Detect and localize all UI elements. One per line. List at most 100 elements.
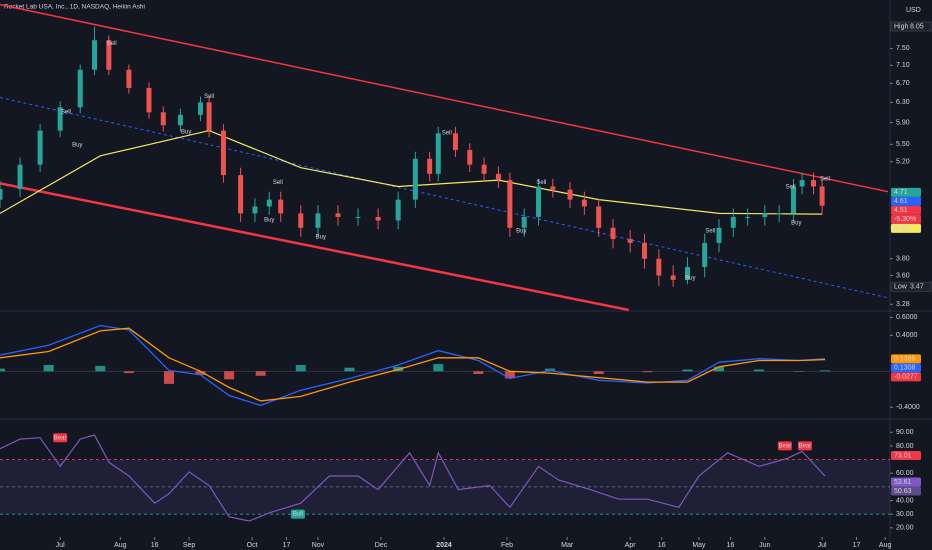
histogram-bar <box>95 365 106 372</box>
candle-body <box>467 150 473 165</box>
signal-label: Sell <box>61 109 71 115</box>
signal-label: Buy <box>516 228 526 234</box>
x-tick-label: Jun <box>759 542 770 549</box>
candle-body <box>17 164 23 190</box>
price-tag-label: 0.1385 <box>894 356 916 363</box>
signal-label: Sell <box>204 94 214 100</box>
signal-label: Buy <box>264 217 274 223</box>
y-tick-label: 40.00 <box>896 497 914 504</box>
candle-body <box>811 180 817 187</box>
x-tick-label: 16 <box>151 542 159 549</box>
histogram-bar <box>473 371 484 374</box>
y-tick-label: 7.10 <box>896 62 910 69</box>
signal-label: Bull <box>293 512 303 518</box>
y-tick-label: 0.6000 <box>896 314 918 321</box>
candle-body <box>581 199 587 207</box>
x-tick-label: Aug <box>879 542 892 549</box>
extreme-value: 8.05 <box>910 23 924 30</box>
x-tick-label: Sep <box>183 542 196 549</box>
histogram-bar <box>255 371 266 376</box>
rsi-line <box>0 434 826 522</box>
x-tick-label: 17 <box>283 542 291 549</box>
signal-label: Sell <box>442 130 452 136</box>
signal-label: Sell <box>273 180 283 186</box>
signal-label: Buy <box>685 276 695 282</box>
signal-badge <box>290 509 305 519</box>
trendline <box>0 182 630 312</box>
price-tag <box>891 205 921 215</box>
candle-body <box>435 133 441 174</box>
y-tick-label: 60.00 <box>896 470 914 477</box>
y-tick-label: 90.00 <box>896 429 914 436</box>
price-tag <box>891 214 921 224</box>
histogram-bar <box>0 368 5 372</box>
candle-body <box>298 213 304 228</box>
signal-label: Sell <box>536 180 546 186</box>
price-tag <box>891 187 921 197</box>
x-tick-label: May <box>692 542 706 549</box>
extreme-label: High <box>894 23 909 30</box>
candle-body <box>536 186 542 217</box>
signal-label: Sell <box>820 176 830 182</box>
candle-body <box>567 189 573 200</box>
price-tag-label: -5.30% <box>894 216 916 223</box>
moving-average <box>0 129 823 215</box>
candle-body <box>642 242 648 259</box>
candle-body <box>57 107 63 131</box>
price-tag-label: -0.0277 <box>894 374 918 381</box>
x-tick-label: 16 <box>658 542 666 549</box>
y-tick-label: 5.20 <box>896 159 910 166</box>
candle-body <box>819 186 825 206</box>
signal-badge <box>797 441 812 451</box>
candle-body <box>521 216 527 228</box>
candle-body <box>315 213 321 228</box>
price-tag-label: 4.39 <box>894 225 908 232</box>
signal-label: Buy <box>791 220 801 226</box>
x-tick-label: Feb <box>501 542 513 549</box>
x-tick-label: 16 <box>727 542 735 549</box>
candle-body <box>610 227 616 240</box>
candle-body <box>627 239 633 243</box>
candle-body <box>126 69 132 88</box>
candle-body <box>702 242 708 268</box>
x-tick-label: Aug <box>114 542 127 549</box>
price-tag <box>891 223 921 233</box>
y-tick-label: 7.50 <box>896 45 910 52</box>
histogram-bar <box>344 367 355 372</box>
candle-body <box>0 189 3 200</box>
y-tick-label: 0.4000 <box>896 332 918 339</box>
candle-body <box>507 180 513 228</box>
signal-label: Bear <box>799 444 812 450</box>
histogram-bar <box>642 371 653 373</box>
price-tag <box>891 363 921 373</box>
price-tag <box>891 450 921 460</box>
signal-label: Bear <box>54 435 67 441</box>
candle-body <box>799 180 805 187</box>
y-tick-label: 3.80 <box>896 256 910 263</box>
histogram-bar <box>164 371 175 384</box>
candle-body <box>160 112 166 126</box>
candle-body <box>427 158 433 174</box>
histogram-bar <box>123 371 134 374</box>
y-tick-label: 80.00 <box>896 443 914 450</box>
currency: USD <box>906 7 921 14</box>
price-tag-label: 0.1308 <box>894 365 916 372</box>
candle-body <box>776 213 782 215</box>
candle-body <box>670 275 676 280</box>
price-tag-label: 50.63 <box>894 488 912 495</box>
candle-body <box>790 186 796 214</box>
trendline <box>0 97 889 299</box>
histogram-bar <box>593 371 604 374</box>
x-tick-label: Jul <box>56 542 65 549</box>
signal-label: Sell <box>107 41 117 47</box>
candle-body <box>550 186 556 190</box>
y-tick-label: 20.00 <box>896 525 914 532</box>
extreme-label: Low <box>894 284 908 291</box>
candle-body <box>730 216 736 228</box>
signal-label: Buy <box>72 143 82 149</box>
histogram-bar <box>195 371 206 375</box>
candle-body <box>412 158 418 200</box>
candle-body <box>77 69 83 108</box>
price-tag <box>891 477 921 487</box>
